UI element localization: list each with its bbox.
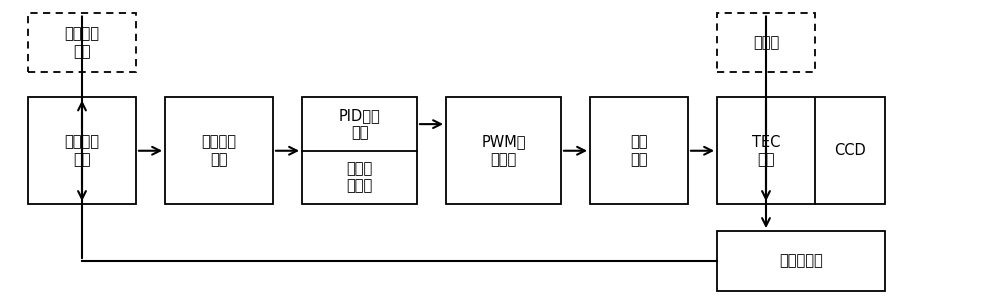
Bar (165, 98, 273, 204)
Bar (717, 231, 885, 291)
Bar (28, 14, 136, 72)
Bar (446, 98, 561, 204)
Text: TEC
器件: TEC 器件 (752, 134, 780, 167)
Text: PWM调
制电路: PWM调 制电路 (481, 134, 526, 167)
Bar (717, 14, 815, 72)
Text: CCD: CCD (834, 143, 866, 158)
Bar (717, 98, 885, 204)
Text: 散热器: 散热器 (753, 35, 779, 50)
Text: 温度设置
电路: 温度设置 电路 (64, 27, 100, 59)
Text: PID控制
电路: PID控制 电路 (339, 108, 380, 140)
Text: 开关
电路: 开关 电路 (630, 134, 648, 167)
Text: 差分放大
电路: 差分放大 电路 (202, 134, 237, 167)
Bar (590, 98, 688, 204)
Bar (302, 98, 417, 204)
Text: 时钟控
制单元: 时钟控 制单元 (346, 161, 373, 194)
Text: 温度传感器: 温度传感器 (779, 254, 823, 268)
Text: 温度检测
电路: 温度检测 电路 (64, 134, 100, 167)
Bar (28, 98, 136, 204)
